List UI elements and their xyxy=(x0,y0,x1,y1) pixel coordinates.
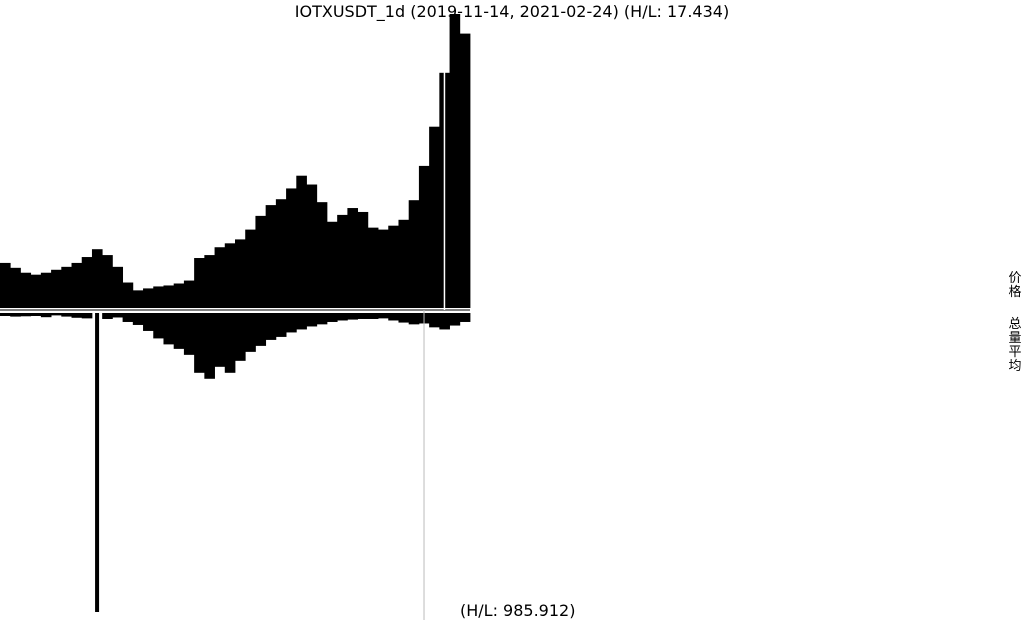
price-bar xyxy=(408,200,420,308)
price-bar xyxy=(235,239,246,308)
volume-bar xyxy=(30,313,42,316)
volume-bar xyxy=(163,313,175,345)
price-bar xyxy=(429,126,440,308)
price-bar xyxy=(163,285,175,308)
price-bar xyxy=(326,221,338,308)
price-bar xyxy=(173,283,185,308)
volume-bar xyxy=(71,313,83,318)
volume-bar xyxy=(95,313,100,612)
volume-bars xyxy=(0,313,471,612)
price-bar xyxy=(245,229,256,308)
price-bar xyxy=(418,165,430,308)
price-bar xyxy=(132,290,144,308)
price-bar xyxy=(71,262,83,308)
volume-bar xyxy=(0,313,11,316)
price-bar xyxy=(337,214,348,308)
price-bar xyxy=(122,282,134,308)
volume-bar xyxy=(81,313,93,319)
volume-bar xyxy=(408,313,420,325)
volume-bar xyxy=(112,313,124,318)
price-bar xyxy=(255,215,267,308)
volume-bar xyxy=(347,313,359,320)
price-series-label: 价格 xyxy=(1008,271,1022,300)
price-bar xyxy=(51,269,62,308)
volume-bar xyxy=(40,313,52,318)
price-bar xyxy=(398,219,410,308)
volume-bar xyxy=(102,313,113,319)
volume-bar xyxy=(122,313,134,322)
price-bar xyxy=(357,211,369,308)
volume-bar xyxy=(286,313,297,333)
price-bar xyxy=(449,14,461,308)
volume-series-label: 总量平均 xyxy=(1008,317,1022,374)
price-bar xyxy=(91,249,103,308)
volume-bar xyxy=(296,313,307,330)
price-bar xyxy=(40,272,52,308)
price-bar xyxy=(112,266,124,308)
marker-lines xyxy=(0,14,470,620)
volume-bar xyxy=(132,313,144,325)
volume-bar xyxy=(61,313,72,317)
volume-bar xyxy=(194,313,205,373)
volume-bar xyxy=(173,313,185,349)
price-bar xyxy=(143,288,154,308)
volume-bar xyxy=(378,313,389,319)
price-bar xyxy=(153,286,164,308)
volume-bar xyxy=(439,313,450,330)
price-bar xyxy=(347,208,359,308)
price-bar xyxy=(275,199,287,308)
volume-hl-label: (H/L: 985.912) xyxy=(460,601,576,620)
price-bar xyxy=(459,33,471,308)
volume-bar xyxy=(204,313,215,379)
chart-title: IOTXUSDT_1d (2019-11-14, 2021-02-24) (H/… xyxy=(294,2,730,21)
price-bar xyxy=(183,280,195,308)
volume-bar xyxy=(449,313,461,326)
price-bar xyxy=(378,229,389,308)
price-bars xyxy=(0,14,471,308)
price-bar xyxy=(306,184,318,308)
volume-bar xyxy=(459,313,471,322)
price-bar xyxy=(224,243,236,308)
volume-bar xyxy=(143,313,154,331)
volume-bar xyxy=(20,313,32,317)
volume-bar xyxy=(429,313,440,328)
price-bar xyxy=(20,272,32,308)
volume-bar xyxy=(367,313,379,319)
volume-bar xyxy=(265,313,277,340)
price-bar xyxy=(10,267,21,308)
price-bar xyxy=(296,175,307,308)
price-bar xyxy=(214,247,226,308)
price-bar xyxy=(30,274,42,308)
volume-bar xyxy=(337,313,348,321)
volume-bar xyxy=(183,313,195,355)
price-bar xyxy=(61,266,72,308)
volume-bar xyxy=(255,313,267,346)
price-bar xyxy=(265,205,277,308)
volume-bar xyxy=(275,313,287,337)
price-bar xyxy=(204,255,215,308)
price-bar xyxy=(316,202,328,308)
price-bar xyxy=(194,258,205,308)
price-bar xyxy=(367,227,379,308)
price-bar xyxy=(286,188,297,308)
price-bar xyxy=(0,262,11,308)
volume-bar xyxy=(388,313,399,321)
volume-bar xyxy=(306,313,318,327)
volume-bar xyxy=(245,313,256,352)
price-bar xyxy=(102,255,113,308)
volume-bar xyxy=(153,313,164,339)
volume-bar xyxy=(10,313,21,317)
volume-bar xyxy=(214,313,226,367)
volume-bar xyxy=(51,313,62,316)
volume-bar xyxy=(326,313,338,322)
volume-bar xyxy=(235,313,246,361)
price-bar xyxy=(81,257,93,308)
volume-bar xyxy=(398,313,410,323)
volume-bar xyxy=(316,313,328,325)
volume-bar xyxy=(224,313,236,373)
price-bar xyxy=(388,225,399,308)
volume-bar xyxy=(357,313,369,319)
